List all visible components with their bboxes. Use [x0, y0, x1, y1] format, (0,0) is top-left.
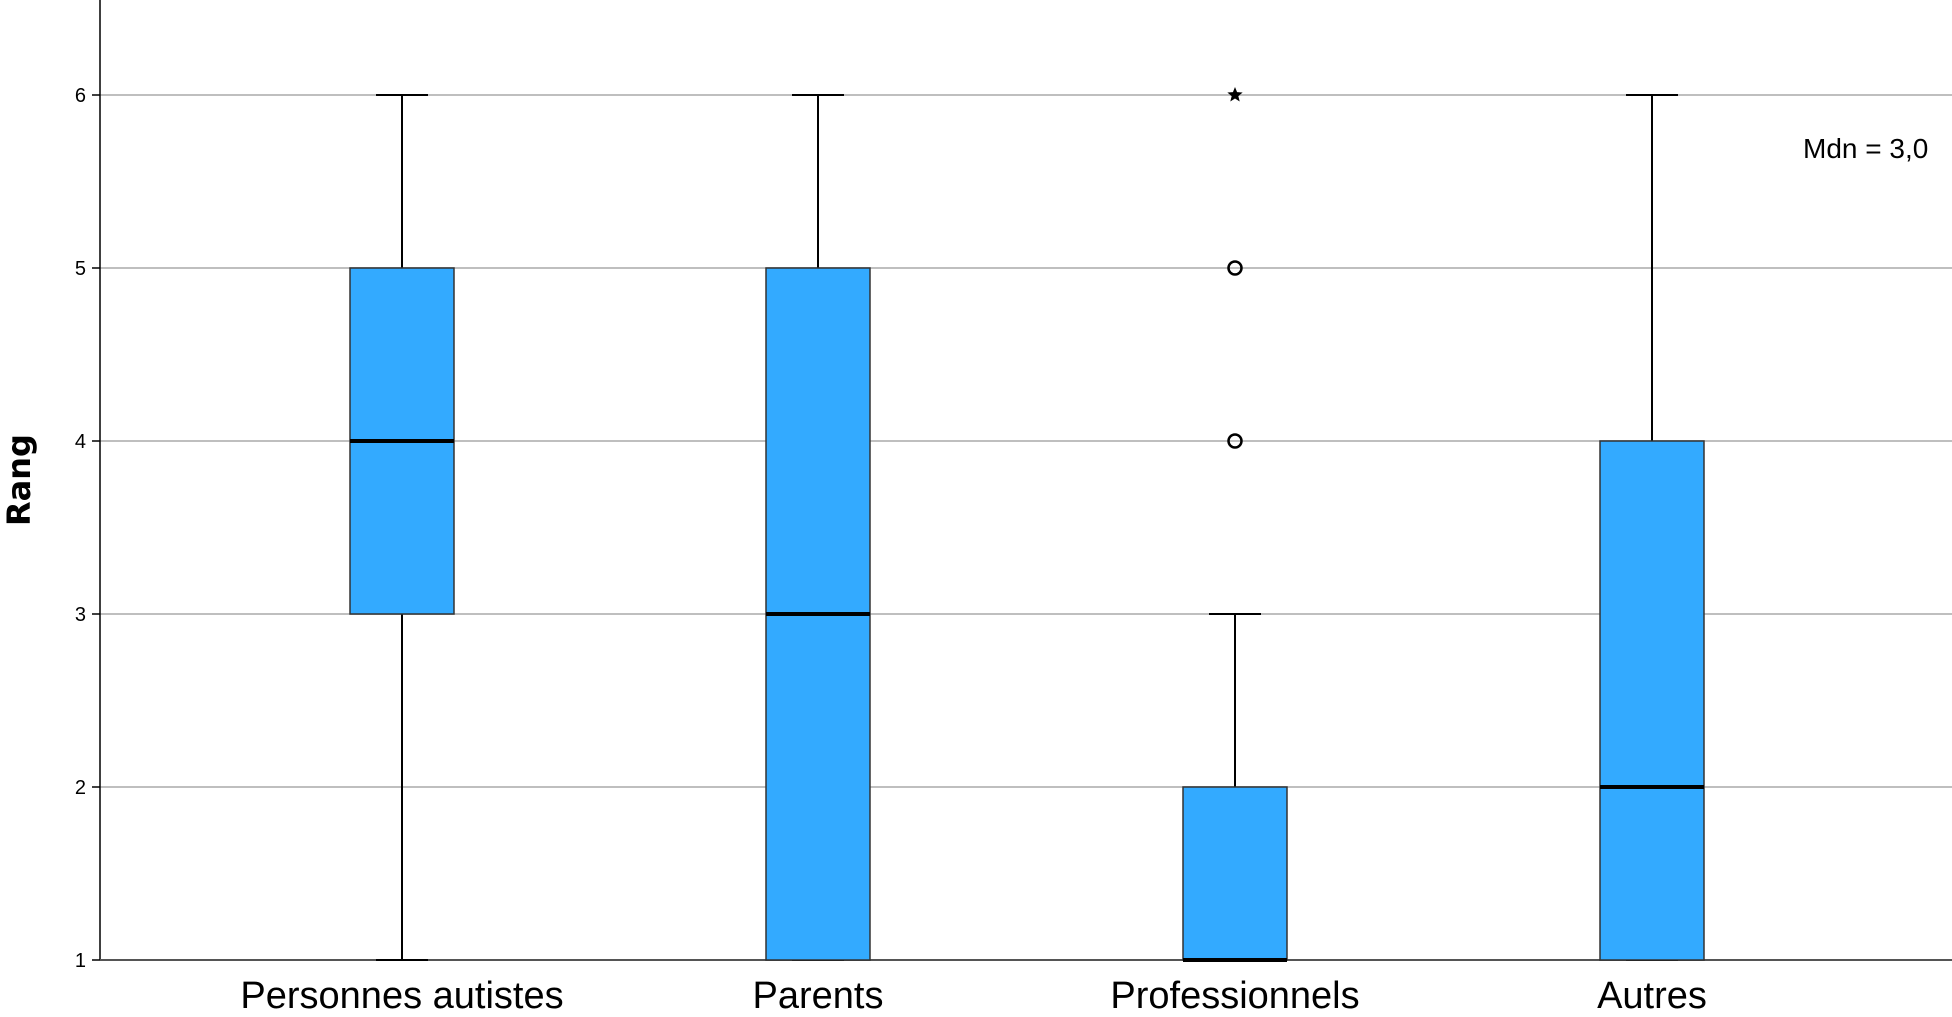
- y-tick-label: 6: [75, 85, 86, 107]
- box-group: [765, 94, 871, 961]
- y-tick-label: 5: [75, 258, 86, 280]
- outlier-point: [1227, 260, 1243, 276]
- category-label: Personnes autistes: [240, 975, 563, 1017]
- y-tick-label: 2: [75, 777, 86, 799]
- iqr-box: [1599, 440, 1705, 961]
- box-group: [349, 94, 455, 961]
- boxes: [349, 87, 1705, 962]
- y-ticks: 1 2 3 4 5 6: [75, 85, 100, 972]
- y-tick-label: 4: [75, 431, 86, 453]
- y-tick-label: 3: [75, 604, 86, 626]
- category-label: Professionnels: [1110, 975, 1359, 1017]
- box-group: [1182, 87, 1288, 962]
- outlier-point: [1227, 433, 1243, 449]
- category-label: Parents: [753, 975, 884, 1017]
- median-annotation: Mdn = 3,0: [1803, 133, 1928, 164]
- iqr-box: [1182, 786, 1288, 961]
- y-tick-label: 1: [75, 950, 86, 972]
- extreme-point: [1227, 87, 1243, 102]
- box-group: [1599, 94, 1705, 961]
- category-labels: Personnes autistes Parents Professionnels A…: [240, 975, 1707, 1017]
- y-axis-title: Rang: [0, 434, 38, 526]
- category-label: Autres: [1597, 975, 1707, 1017]
